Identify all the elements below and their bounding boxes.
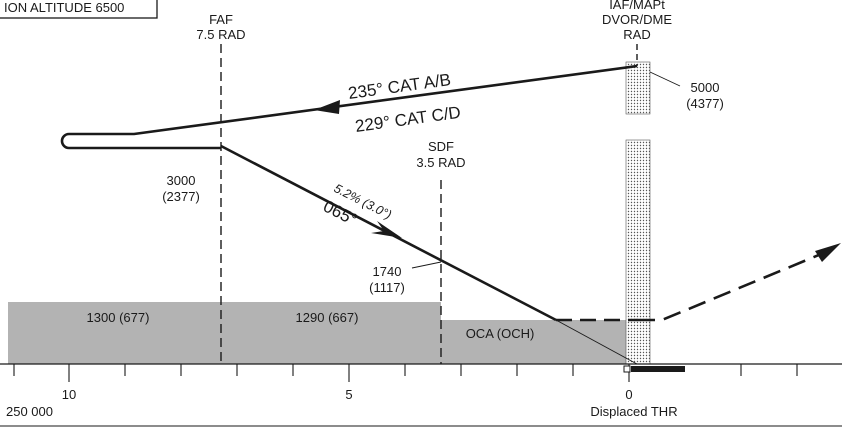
missed-approach-line (637, 250, 827, 322)
iaf-line3: RAD (623, 27, 650, 42)
sdf-height: (1117) (369, 280, 405, 295)
sdf-radial: 3.5 RAD (416, 155, 465, 170)
distance-label-10: 10 (62, 387, 76, 402)
sdf-alt-leader (411, 261, 442, 269)
sdf-altitude: 1740 (373, 264, 402, 279)
faf-altitude: 3000 (167, 173, 196, 188)
obstacle-label-1: 1300 (677) (87, 310, 150, 325)
final-arrow-icon (371, 221, 402, 238)
obstacle-block-2 (221, 302, 441, 364)
obstacle-block-1 (8, 302, 221, 364)
missed-approach-arrow-icon (815, 243, 841, 262)
outbound-track-line (60, 64, 638, 150)
iaf-line2: DVOR/DME (602, 12, 672, 27)
faf-name: FAF (209, 12, 233, 27)
track-cat-cd: 229° CAT C/D (354, 103, 462, 136)
obstacle-label-2: 1290 (667) (296, 310, 359, 325)
iaf-line1: IAF/MAPt (609, 0, 665, 12)
dme-stipple-upper (625, 61, 651, 115)
scale-note: 250 000 (6, 404, 53, 419)
iaf-height: (4377) (686, 96, 724, 111)
threshold-glide-line (555, 319, 638, 365)
iaf-alt-leader (649, 71, 681, 87)
dme-stipple-lower (625, 139, 651, 365)
outbound-arrow-icon (314, 100, 340, 114)
faf-height: (2377) (162, 189, 200, 204)
transition-altitude-label: ION ALTITUDE 6500 (4, 0, 124, 15)
iaf-altitude: 5000 (691, 80, 720, 95)
distance-label-5: 5 (345, 387, 352, 402)
threshold-marker (623, 365, 631, 373)
distance-label-0: 0 (625, 387, 632, 402)
obstacle-label-3: OCA (OCH) (466, 326, 535, 341)
faf-radial: 7.5 RAD (196, 27, 245, 42)
obstacle-clearance-area (8, 302, 631, 364)
obstacle-block-3 (441, 320, 631, 364)
sdf-name: SDF (428, 139, 454, 154)
displaced-threshold-label: Displaced THR (590, 404, 677, 419)
distance-ticks (13, 364, 798, 382)
runway-bar (631, 366, 685, 372)
transition-altitude-box: ION ALTITUDE 6500 (0, 0, 158, 19)
